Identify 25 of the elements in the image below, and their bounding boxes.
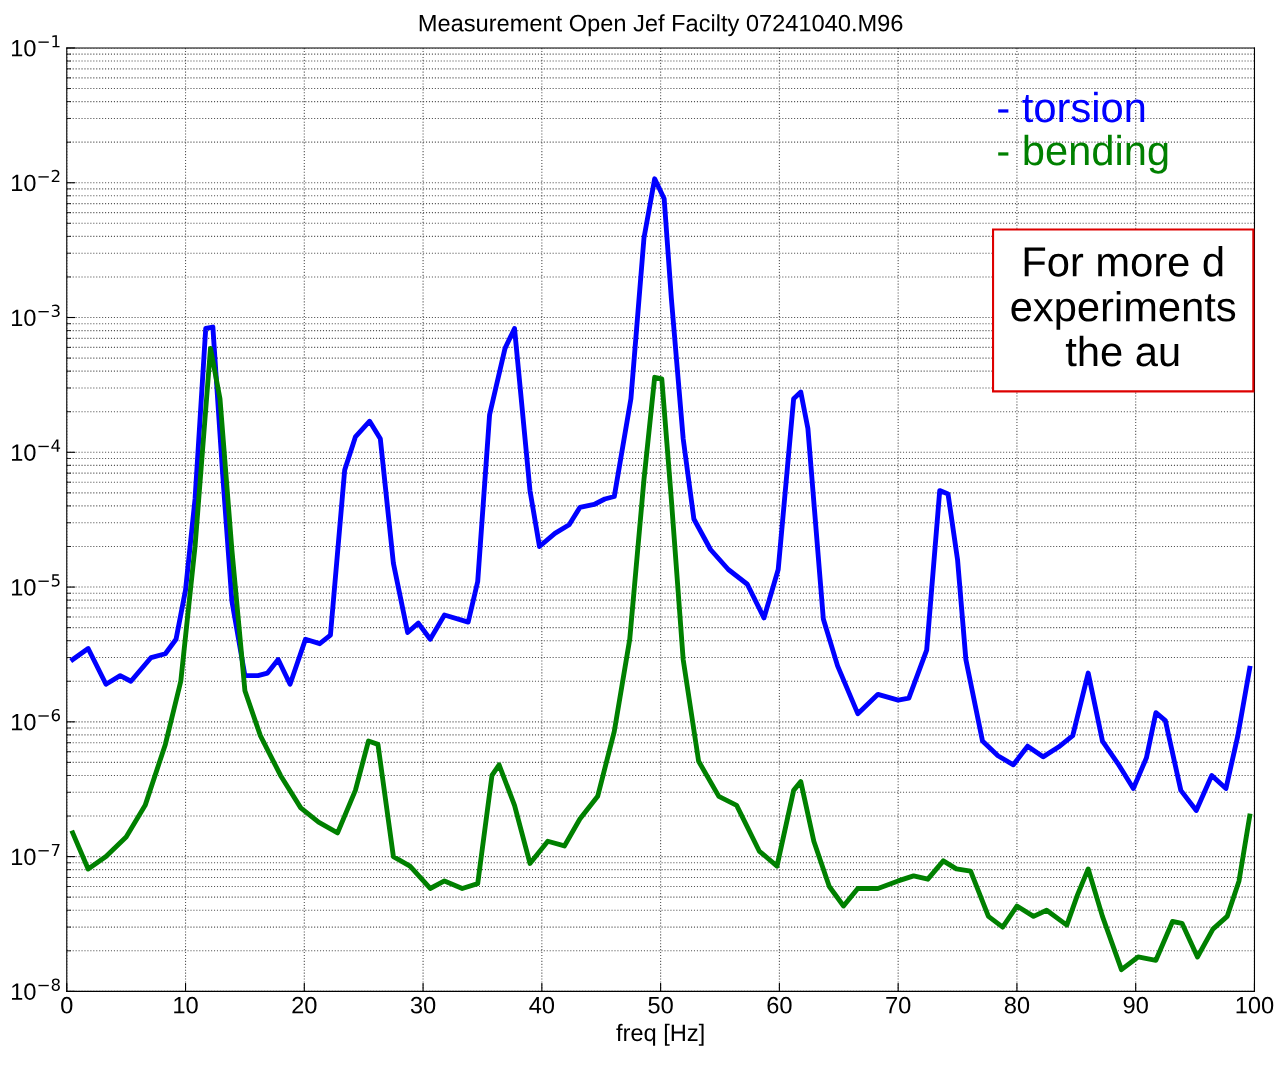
line-series (70, 176, 1253, 813)
x-tick-label: 20 (292, 996, 317, 1014)
y-tick-label: 10$^{−7}$ (12, 843, 60, 866)
y-tick-label: 10$^{−6}$ (12, 708, 61, 731)
x-tick-label: 30 (410, 996, 436, 1014)
text: - torsion (998, 91, 1145, 123)
x-axis-title: freq [Hz] (616, 1023, 704, 1046)
y-tick-label: 10$^{−1}$ (12, 35, 60, 57)
y-tick-label: 10$^{−3}$ (12, 304, 60, 327)
x-tick-label: 90 (1123, 996, 1148, 1014)
x-tick-label: 80 (1004, 996, 1030, 1014)
x-tick-label: 10 (174, 996, 198, 1014)
chart-title: Measurement Open Jef Facilty 07241040.M96 (419, 14, 903, 37)
annotation: For more d experiments the au (1011, 246, 1236, 367)
y-tick-label: 10$^{−2}$ (12, 169, 60, 192)
x-tick-label: 0 (61, 996, 73, 1014)
x-tick-label: 70 (886, 996, 911, 1014)
y-tick-label: 10$^{−5}$ (12, 574, 60, 596)
y-tick-label: 10$^{−4}$ (12, 439, 61, 461)
x-tick-label: 60 (767, 996, 792, 1014)
x-tick-label: 40 (529, 996, 555, 1014)
text: - bending (998, 134, 1168, 174)
x-tick-label: 50 (648, 996, 673, 1014)
y-tick-label: 10$^{−8}$ (12, 978, 60, 1000)
x-tick-label: 100 (1236, 996, 1274, 1014)
